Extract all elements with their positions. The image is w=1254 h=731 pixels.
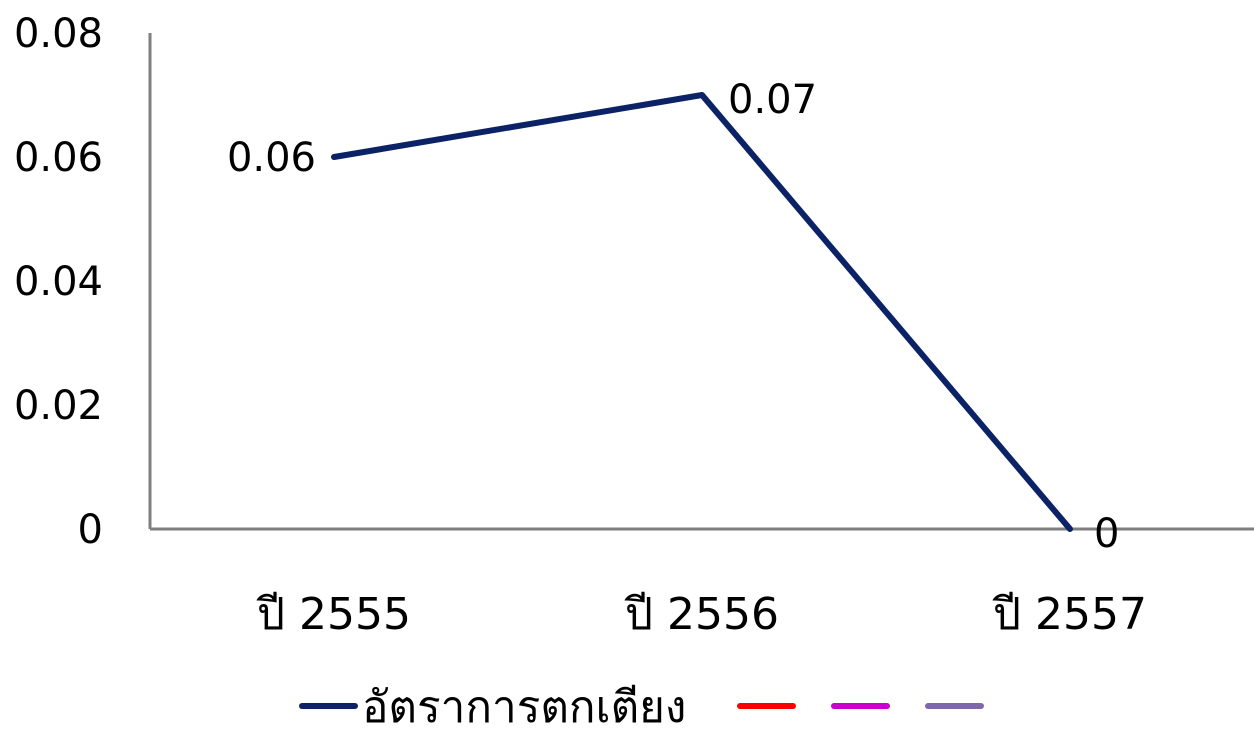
y-tick-label: 0.04 xyxy=(14,259,103,305)
y-tick-label: 0 xyxy=(78,507,103,553)
data-labels: 0.06 0.07 0 xyxy=(227,77,1120,557)
legend: อัตราการตกเตียง xyxy=(299,682,984,731)
y-tick-label: 0.08 xyxy=(14,11,103,57)
y-tick-label: 0.06 xyxy=(14,135,103,181)
x-category-label: ปี 2556 xyxy=(624,589,779,640)
series-line xyxy=(331,92,1073,532)
x-category-label: ปี 2557 xyxy=(992,589,1147,640)
axes xyxy=(148,33,1254,531)
series-lines xyxy=(331,92,1073,532)
data-label: 0.07 xyxy=(728,77,817,123)
data-label: 0.06 xyxy=(227,135,316,181)
x-category-label: ปี 2555 xyxy=(256,589,411,640)
y-tick-label: 0.02 xyxy=(14,383,103,429)
x-tick-labels: ปี 2555 ปี 2556 ปี 2557 xyxy=(256,589,1147,640)
y-tick-labels: 0 0.02 0.04 0.06 0.08 xyxy=(14,11,103,553)
data-label: 0 xyxy=(1094,511,1119,557)
legend-label: อัตราการตกเตียง xyxy=(362,682,686,731)
